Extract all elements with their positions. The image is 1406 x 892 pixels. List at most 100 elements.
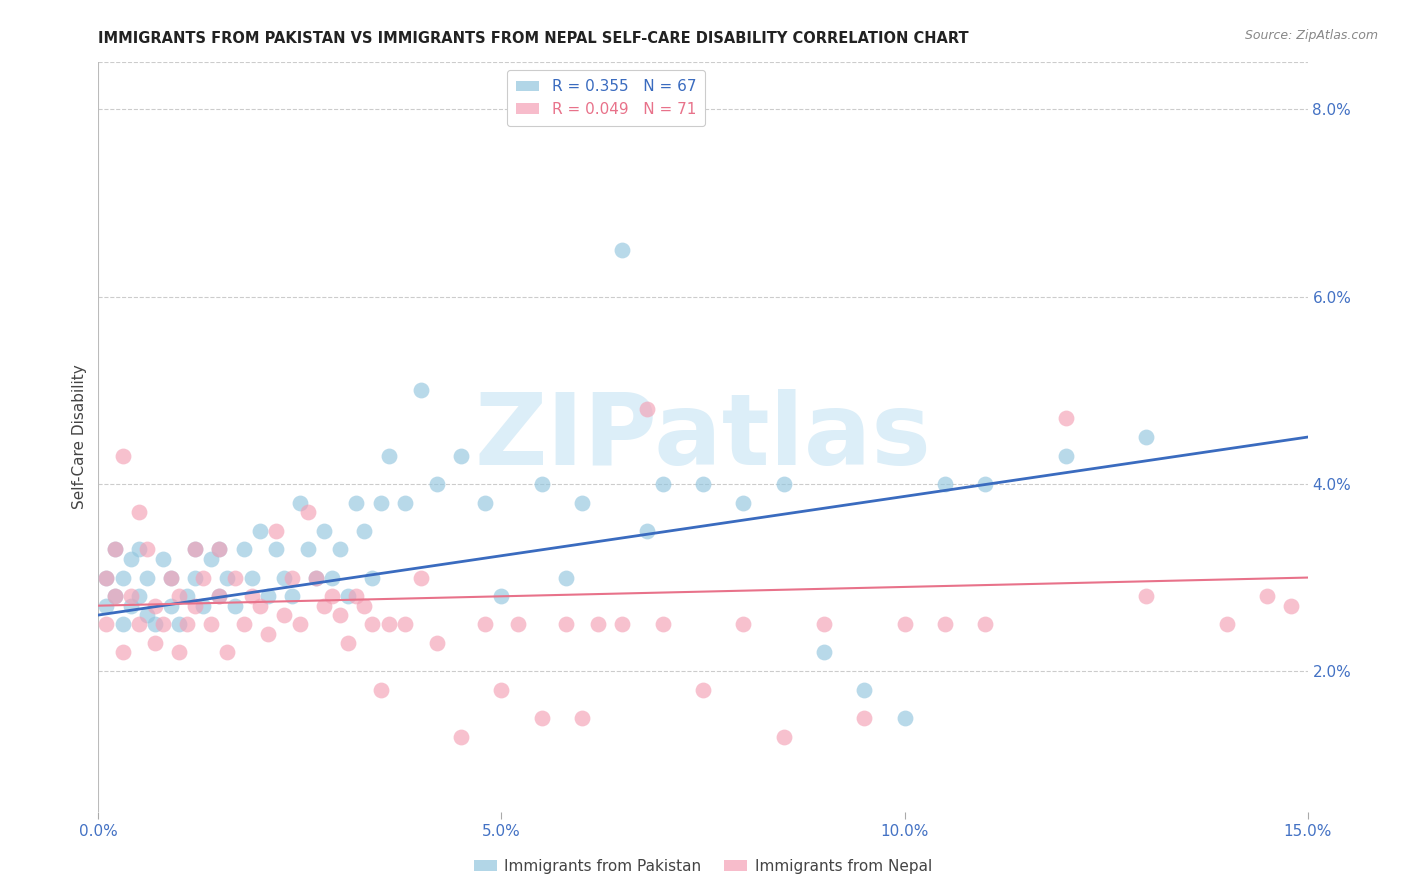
Point: [217, 571, 239, 585]
Text: Source: ZipAtlas.com: Source: ZipAtlas.com: [1244, 29, 1378, 42]
Point: [281, 589, 304, 603]
Point: [1135, 430, 1157, 444]
Point: [120, 551, 142, 566]
Point: [491, 683, 513, 698]
Point: [893, 711, 915, 725]
Legend: Immigrants from Pakistan, Immigrants from Nepal: Immigrants from Pakistan, Immigrants fro…: [468, 853, 938, 880]
Point: [612, 617, 634, 632]
Point: [733, 495, 755, 509]
Point: [160, 571, 183, 585]
Point: [240, 589, 263, 603]
Point: [491, 589, 513, 603]
Point: [305, 571, 328, 585]
Point: [193, 571, 215, 585]
Point: [217, 646, 239, 660]
Point: [264, 542, 287, 557]
Point: [143, 636, 166, 650]
Point: [772, 476, 794, 491]
Point: [208, 589, 231, 603]
Point: [152, 551, 174, 566]
Point: [530, 711, 553, 725]
Point: [314, 599, 336, 613]
Point: [160, 599, 183, 613]
Point: [321, 571, 343, 585]
Point: [273, 571, 295, 585]
Point: [135, 571, 157, 585]
Point: [305, 571, 328, 585]
Point: [586, 617, 609, 632]
Point: [111, 571, 134, 585]
Point: [314, 524, 336, 538]
Point: [184, 599, 207, 613]
Point: [337, 589, 360, 603]
Point: [111, 617, 134, 632]
Point: [143, 599, 166, 613]
Point: [176, 617, 198, 632]
Point: [297, 542, 319, 557]
Point: [530, 476, 553, 491]
Point: [426, 476, 449, 491]
Point: [264, 524, 287, 538]
Point: [337, 636, 360, 650]
Point: [167, 617, 190, 632]
Point: [571, 711, 593, 725]
Point: [103, 542, 125, 557]
Point: [240, 571, 263, 585]
Point: [450, 449, 472, 463]
Point: [152, 617, 174, 632]
Point: [813, 646, 835, 660]
Point: [135, 608, 157, 623]
Point: [692, 476, 714, 491]
Point: [853, 683, 876, 698]
Point: [232, 542, 254, 557]
Point: [128, 617, 150, 632]
Point: [506, 617, 529, 632]
Point: [256, 626, 278, 640]
Point: [111, 449, 134, 463]
Point: [409, 571, 432, 585]
Point: [160, 571, 183, 585]
Point: [143, 617, 166, 632]
Point: [813, 617, 835, 632]
Point: [200, 551, 222, 566]
Point: [651, 476, 673, 491]
Point: [571, 495, 593, 509]
Point: [184, 542, 207, 557]
Point: [377, 449, 399, 463]
Point: [224, 599, 246, 613]
Point: [344, 589, 367, 603]
Point: [329, 608, 352, 623]
Point: [120, 599, 142, 613]
Point: [361, 617, 384, 632]
Point: [370, 495, 392, 509]
Point: [692, 683, 714, 698]
Text: ZIPatlas: ZIPatlas: [475, 389, 931, 485]
Point: [281, 571, 304, 585]
Point: [394, 617, 416, 632]
Point: [135, 542, 157, 557]
Point: [321, 589, 343, 603]
Text: IMMIGRANTS FROM PAKISTAN VS IMMIGRANTS FROM NEPAL SELF-CARE DISABILITY CORRELATI: IMMIGRANTS FROM PAKISTAN VS IMMIGRANTS F…: [98, 31, 969, 46]
Point: [353, 599, 375, 613]
Point: [200, 617, 222, 632]
Point: [208, 589, 231, 603]
Point: [96, 617, 118, 632]
Point: [256, 589, 278, 603]
Point: [111, 646, 134, 660]
Point: [893, 617, 915, 632]
Point: [193, 599, 215, 613]
Point: [103, 589, 125, 603]
Point: [853, 711, 876, 725]
Point: [224, 571, 246, 585]
Point: [273, 608, 295, 623]
Point: [96, 599, 118, 613]
Point: [167, 589, 190, 603]
Point: [474, 495, 496, 509]
Point: [208, 542, 231, 557]
Point: [344, 495, 367, 509]
Point: [450, 730, 472, 744]
Point: [370, 683, 392, 698]
Point: [329, 542, 352, 557]
Point: [128, 505, 150, 519]
Point: [426, 636, 449, 650]
